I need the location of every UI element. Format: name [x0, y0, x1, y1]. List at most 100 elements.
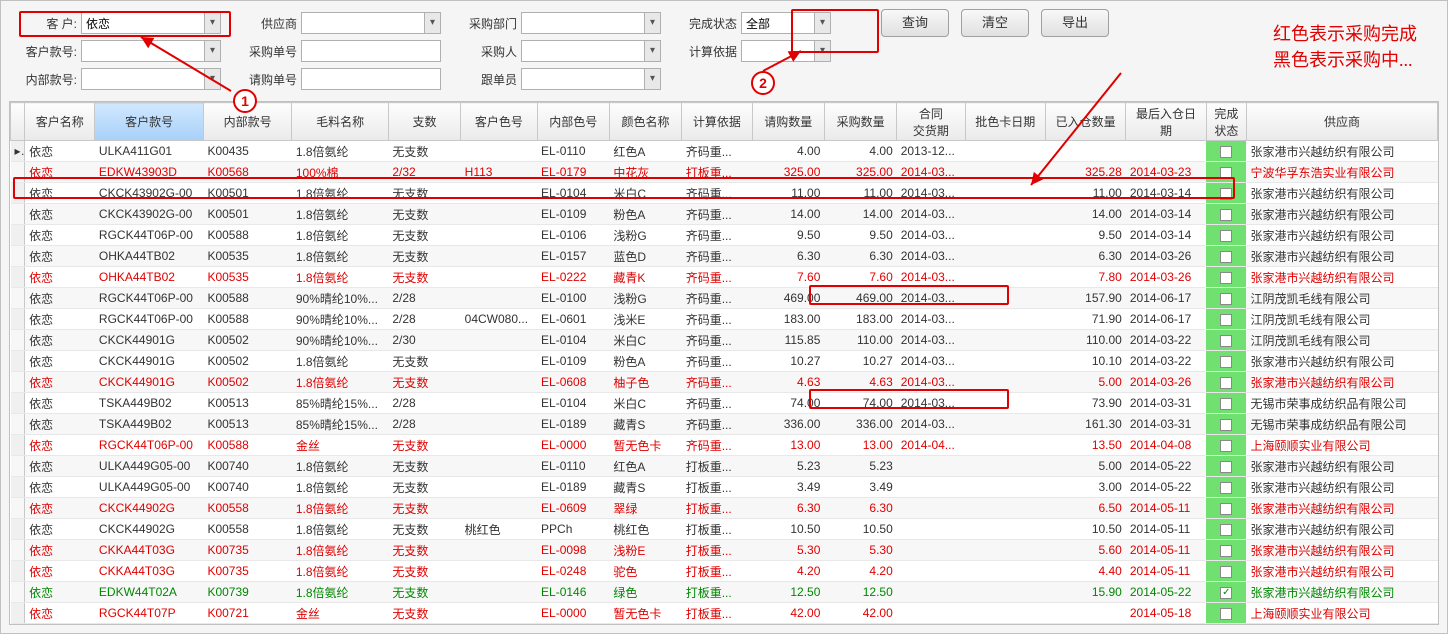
- status-checkbox[interactable]: [1220, 482, 1232, 494]
- chevron-down-icon[interactable]: ▾: [644, 41, 660, 61]
- status-checkbox[interactable]: [1220, 503, 1232, 515]
- filter-form: 客 户: ▾ 供应商 ▾ 采购部门 ▾ 完成状态 ▾ 查询 清空 导出 客户款号…: [1, 1, 1447, 101]
- table-row[interactable]: 依恋EDKW44T02AK007391.8倍氨纶无支数EL-0146绿色打板重.…: [11, 582, 1438, 603]
- col-req_qty[interactable]: 请购数量: [752, 103, 824, 141]
- status-checkbox[interactable]: [1220, 167, 1232, 179]
- purchase-dept-input[interactable]: [521, 12, 661, 34]
- table-row[interactable]: ▸依恋ULKA411G01K004351.8倍氨纶无支数EL-0110红色A齐码…: [11, 141, 1438, 162]
- status-checkbox[interactable]: [1220, 293, 1232, 305]
- status-checkbox[interactable]: [1220, 377, 1232, 389]
- status-checkbox[interactable]: ✓: [1220, 587, 1232, 599]
- annotation-legend: 红色表示采购完成 黑色表示采购中...: [1273, 21, 1417, 73]
- chevron-down-icon[interactable]: ▾: [814, 41, 830, 61]
- supplier-label: 供应商: [241, 15, 301, 32]
- status-label: 完成状态: [681, 15, 741, 32]
- supplier-input[interactable]: [301, 12, 441, 34]
- table-row[interactable]: 依恋RGCK44T07PK00721金丝无支数EL-0000暂无色卡打板重...…: [11, 603, 1438, 624]
- table-row[interactable]: 依恋EDKW43903DK00568100%棉2/32H113EL-0179中花…: [11, 162, 1438, 183]
- col-pur_qty[interactable]: 采购数量: [824, 103, 896, 141]
- status-checkbox[interactable]: [1220, 188, 1232, 200]
- col-last_in[interactable]: 最后入仓日期: [1126, 103, 1206, 141]
- follower-label: 跟单员: [461, 71, 521, 88]
- annotation-badge-1: 1: [233, 89, 257, 113]
- status-checkbox[interactable]: [1220, 335, 1232, 347]
- table-row[interactable]: 依恋RGCK44T06P-00K0058890%晴纶10%...2/28EL-0…: [11, 288, 1438, 309]
- col-count[interactable]: 支数: [388, 103, 460, 141]
- status-checkbox[interactable]: [1220, 230, 1232, 242]
- col-cust_color[interactable]: 客户色号: [461, 103, 537, 141]
- col-cust_name[interactable]: 客户名称: [25, 103, 95, 141]
- table-row[interactable]: 依恋RGCK44T06P-00K0058890%晴纶10%...2/2804CW…: [11, 309, 1438, 330]
- data-grid: 客户名称客户款号内部款号毛料名称支数客户色号内部色号颜色名称计算依据请购数量采购…: [9, 101, 1439, 625]
- customer-label: 客 户:: [21, 15, 81, 32]
- export-button[interactable]: 导出: [1041, 9, 1109, 37]
- table-row[interactable]: 依恋CKCK44902GK005581.8倍氨纶无支数桃红色PPCh桃红色打板重…: [11, 519, 1438, 540]
- customer-style-label: 客户款号:: [21, 43, 81, 60]
- table-row[interactable]: 依恋TSKA449B02K0051385%晴纶15%...2/28EL-0189…: [11, 414, 1438, 435]
- table-row[interactable]: 依恋ULKA449G05-00K007401.8倍氨纶无支数EL-0189藏青S…: [11, 477, 1438, 498]
- table-row[interactable]: 依恋ULKA449G05-00K007401.8倍氨纶无支数EL-0110红色A…: [11, 456, 1438, 477]
- purchaser-label: 采购人: [461, 43, 521, 60]
- status-checkbox[interactable]: [1220, 251, 1232, 263]
- customer-style-input[interactable]: [81, 40, 221, 62]
- table-row[interactable]: 依恋OHKA44TB02K005351.8倍氨纶无支数EL-0222藏青K齐码重…: [11, 267, 1438, 288]
- query-button[interactable]: 查询: [881, 9, 949, 37]
- internal-style-label: 内部款号:: [21, 71, 81, 88]
- table-row[interactable]: 依恋CKCK43902G-00K005011.8倍氨纶无支数EL-0109粉色A…: [11, 204, 1438, 225]
- legend-black: 黑色表示采购中...: [1273, 47, 1417, 73]
- status-checkbox[interactable]: [1220, 398, 1232, 410]
- status-checkbox[interactable]: [1220, 440, 1232, 452]
- status-checkbox[interactable]: [1220, 461, 1232, 473]
- chevron-down-icon[interactable]: ▾: [204, 41, 220, 61]
- status-checkbox[interactable]: [1220, 209, 1232, 221]
- purchase-order-input[interactable]: [301, 40, 441, 62]
- request-order-input[interactable]: [301, 68, 441, 90]
- table-row[interactable]: 依恋CKCK44901GK0050290%晴纶10%...2/30EL-0104…: [11, 330, 1438, 351]
- chevron-down-icon[interactable]: ▾: [204, 69, 220, 89]
- col-int_color[interactable]: 内部色号: [537, 103, 609, 141]
- col-cust_style[interactable]: 客户款号: [95, 103, 204, 141]
- purchase-dept-label: 采购部门: [461, 15, 521, 32]
- col-in_qty[interactable]: 已入仓数量: [1045, 103, 1125, 141]
- chevron-down-icon[interactable]: ▾: [204, 13, 220, 33]
- table-row[interactable]: 依恋CKCK44901GK005021.8倍氨纶无支数EL-0109粉色A齐码重…: [11, 351, 1438, 372]
- status-checkbox[interactable]: [1220, 314, 1232, 326]
- table-row[interactable]: 依恋RGCK44T06P-00K00588金丝无支数EL-0000暂无色卡齐码重…: [11, 435, 1438, 456]
- purchaser-input[interactable]: [521, 40, 661, 62]
- status-checkbox[interactable]: [1220, 146, 1232, 158]
- status-checkbox[interactable]: [1220, 566, 1232, 578]
- col-deliv[interactable]: 合同交货期: [897, 103, 965, 141]
- col-batch_date[interactable]: 批色卡日期: [965, 103, 1045, 141]
- status-checkbox[interactable]: [1220, 524, 1232, 536]
- col-supplier[interactable]: 供应商: [1246, 103, 1437, 141]
- table-row[interactable]: 依恋CKCK44902GK005581.8倍氨纶无支数EL-0609翠绿打板重.…: [11, 498, 1438, 519]
- col-done[interactable]: 完成状态: [1206, 103, 1246, 141]
- customer-input[interactable]: [81, 12, 221, 34]
- table-row[interactable]: 依恋CKCK44901GK005021.8倍氨纶无支数EL-0608柚子色齐码重…: [11, 372, 1438, 393]
- table-row[interactable]: 依恋OHKA44TB02K005351.8倍氨纶无支数EL-0157蓝色D齐码重…: [11, 246, 1438, 267]
- table-row[interactable]: 依恋CKKA44T03GK007351.8倍氨纶无支数EL-0248驼色打板重.…: [11, 561, 1438, 582]
- table-row[interactable]: 依恋RGCK44T06P-00K005881.8倍氨纶无支数EL-0106浅粉G…: [11, 225, 1438, 246]
- col-basis[interactable]: 计算依据: [682, 103, 752, 141]
- follower-input[interactable]: [521, 68, 661, 90]
- status-checkbox[interactable]: [1220, 608, 1232, 620]
- chevron-down-icon[interactable]: ▾: [814, 13, 830, 33]
- col-material[interactable]: 毛料名称: [292, 103, 388, 141]
- status-checkbox[interactable]: [1220, 356, 1232, 368]
- col-color_name[interactable]: 颜色名称: [609, 103, 681, 141]
- request-order-label: 请购单号: [241, 71, 301, 88]
- table-row[interactable]: 依恋TSKA449B02K0051385%晴纶15%...2/28EL-0104…: [11, 393, 1438, 414]
- internal-style-input[interactable]: [81, 68, 221, 90]
- status-checkbox[interactable]: [1220, 545, 1232, 557]
- chevron-down-icon[interactable]: ▾: [644, 69, 660, 89]
- clear-button[interactable]: 清空: [961, 9, 1029, 37]
- purchase-order-label: 采购单号: [241, 43, 301, 60]
- status-checkbox[interactable]: [1220, 272, 1232, 284]
- chevron-down-icon[interactable]: ▾: [424, 13, 440, 33]
- calc-basis-label: 计算依据: [681, 43, 741, 60]
- table-row[interactable]: 依恋CKCK43902G-00K005011.8倍氨纶无支数EL-0104米白C…: [11, 183, 1438, 204]
- table-row[interactable]: 依恋CKKA44T03GK007351.8倍氨纶无支数EL-0098浅粉E打板重…: [11, 540, 1438, 561]
- chevron-down-icon[interactable]: ▾: [644, 13, 660, 33]
- status-checkbox[interactable]: [1220, 419, 1232, 431]
- annotation-badge-2: 2: [751, 71, 775, 95]
